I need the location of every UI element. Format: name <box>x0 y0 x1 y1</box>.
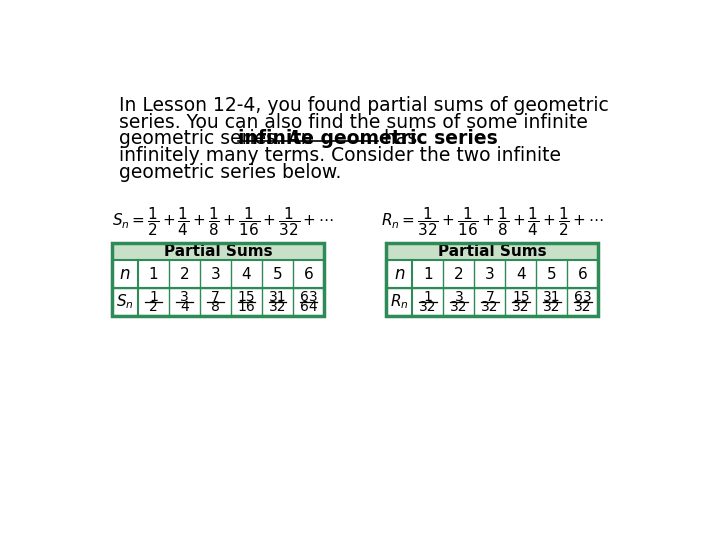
Bar <box>112 244 324 260</box>
Text: 31: 31 <box>543 289 561 303</box>
Text: geometric series below.: geometric series below. <box>120 164 342 183</box>
Text: In Lesson 12-4, you found partial sums of geometric: In Lesson 12-4, you found partial sums o… <box>120 96 609 114</box>
Text: infinitely many terms. Consider the two infinite: infinitely many terms. Consider the two … <box>120 146 562 165</box>
Text: 3: 3 <box>180 289 189 303</box>
Text: 2: 2 <box>454 267 464 282</box>
Text: 5: 5 <box>547 267 557 282</box>
Text: 32: 32 <box>481 300 499 314</box>
Text: 2: 2 <box>180 267 189 282</box>
Text: 32: 32 <box>419 300 436 314</box>
Text: 64: 64 <box>300 300 318 314</box>
Text: 3: 3 <box>454 289 463 303</box>
Text: 32: 32 <box>512 300 530 314</box>
Text: 4: 4 <box>180 300 189 314</box>
Text: 32: 32 <box>574 300 592 314</box>
Text: 15: 15 <box>512 289 530 303</box>
Text: 6: 6 <box>304 267 313 282</box>
Text: Partial Sums: Partial Sums <box>438 245 546 259</box>
Bar <box>112 244 324 316</box>
Bar <box>112 288 324 316</box>
Text: 3: 3 <box>211 267 220 282</box>
Text: $S_n = \dfrac{1}{2} + \dfrac{1}{4} + \dfrac{1}{8} + \dfrac{1}{16} + \dfrac{1}{32: $S_n = \dfrac{1}{2} + \dfrac{1}{4} + \df… <box>112 205 334 238</box>
Text: 4: 4 <box>516 267 526 282</box>
Text: 2: 2 <box>149 300 158 314</box>
Text: 32: 32 <box>543 300 561 314</box>
Bar <box>112 260 324 288</box>
Text: n: n <box>120 265 130 284</box>
Text: 63: 63 <box>574 289 592 303</box>
Text: 15: 15 <box>238 289 256 303</box>
Text: 4: 4 <box>242 267 251 282</box>
Text: 1: 1 <box>423 289 432 303</box>
Bar <box>386 260 598 288</box>
Text: 32: 32 <box>450 300 468 314</box>
Text: 31: 31 <box>269 289 287 303</box>
Text: n: n <box>394 265 405 284</box>
Text: $R_n = \dfrac{1}{32} + \dfrac{1}{16} + \dfrac{1}{8} + \dfrac{1}{4} + \dfrac{1}{2: $R_n = \dfrac{1}{32} + \dfrac{1}{16} + \… <box>381 205 603 238</box>
Text: 32: 32 <box>269 300 287 314</box>
Text: 1: 1 <box>149 267 158 282</box>
Text: $S_n$: $S_n$ <box>116 293 134 311</box>
Text: 1: 1 <box>423 267 433 282</box>
Text: geometric series. An: geometric series. An <box>120 130 319 148</box>
Text: 1: 1 <box>149 289 158 303</box>
Text: 6: 6 <box>578 267 588 282</box>
Text: 8: 8 <box>211 300 220 314</box>
Text: Partial Sums: Partial Sums <box>163 245 272 259</box>
Text: $R_n$: $R_n$ <box>390 293 408 311</box>
Bar <box>386 244 598 316</box>
Bar <box>386 244 598 260</box>
Text: 7: 7 <box>485 289 494 303</box>
Text: 5: 5 <box>273 267 282 282</box>
Text: 16: 16 <box>238 300 256 314</box>
Text: infinite geometric series: infinite geometric series <box>238 130 498 148</box>
Text: 7: 7 <box>211 289 220 303</box>
Text: has: has <box>378 130 418 148</box>
Text: series. You can also find the sums of some infinite: series. You can also find the sums of so… <box>120 112 588 132</box>
Text: 63: 63 <box>300 289 318 303</box>
Bar <box>386 288 598 316</box>
Text: 3: 3 <box>485 267 495 282</box>
